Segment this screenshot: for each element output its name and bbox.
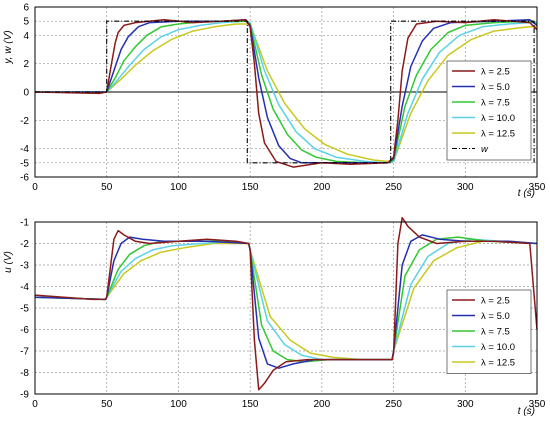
x-tick-label: 150 [242, 182, 259, 193]
chart-panel-2: 0 50 100 150 200 250 300 350 -9 -8 -7 -6 -5 -4 -3 -2 -1 t… [3, 216, 546, 417]
legend-label: λ = 2.5 [481, 296, 510, 307]
series-line [35, 19, 538, 164]
y-tick-label: -2 [20, 116, 29, 127]
x-tick-label: 350 [529, 182, 546, 193]
legend-box [446, 289, 532, 374]
reference-line [35, 20, 535, 164]
series-line [35, 20, 537, 164]
x-axis-label: t (s) [518, 188, 535, 199]
y-tick-label: -4 [20, 282, 29, 293]
y-tick-label: -6 [20, 173, 29, 184]
y-tick-label: -5 [20, 304, 29, 315]
y-tick-label: -4 [20, 144, 29, 155]
y-tick-label: -1 [20, 218, 29, 229]
x-tick-label: 150 [242, 399, 259, 410]
x-tick-label: 50 [101, 399, 113, 410]
y-tick-label: 6 [23, 3, 29, 14]
legend: λ = 2.5 λ = 5.0 λ = 7.5 λ = 10.0 λ = 12.5 [446, 289, 532, 374]
x-tick-label: 0 [32, 399, 38, 410]
y-tick-label: 5 [23, 17, 29, 28]
y-tick-label: -7 [20, 347, 29, 358]
x-tick-label: 350 [529, 399, 546, 410]
legend-label: λ = 12.5 [481, 358, 515, 369]
x-tick-label: 250 [385, 399, 402, 410]
legend-label: λ = 10.0 [481, 342, 515, 353]
plot-frame [34, 221, 538, 395]
x-axis-label: t (s) [518, 406, 535, 417]
y-tick-label: 0 [23, 88, 29, 99]
x-tick-label: 200 [314, 399, 331, 410]
legend-label: λ = 10.0 [481, 113, 515, 124]
plot-frame [34, 6, 538, 178]
series-line [34, 19, 538, 168]
y-tick-label: -9 [20, 390, 29, 401]
series-line [35, 20, 538, 164]
series-line [34, 216, 538, 391]
legend-label: λ = 2.5 [481, 67, 510, 78]
legend-box [446, 60, 532, 161]
legend: λ = 2.5 λ = 5.0 λ = 7.5 λ = 10.0 λ = 12.5 w [446, 60, 532, 161]
series-line [34, 236, 538, 363]
x-tick-label: 300 [457, 399, 474, 410]
legend-label: λ = 12.5 [481, 129, 515, 140]
y-tick-label: 2 [23, 59, 29, 70]
legend-label: λ = 7.5 [481, 98, 510, 109]
x-tick-label: 250 [385, 182, 402, 193]
y-tick-label: -3 [20, 261, 29, 272]
chart-panel-1: 0 50 100 150 200 250 300 350 -6 -5 -4 -2 0 2 4 5 6 t (s) y… [3, 3, 546, 200]
y-tick-label: -5 [20, 158, 29, 169]
x-tick-label: 0 [32, 182, 38, 193]
y-axis-label: u (V) [3, 251, 14, 273]
y-tick-label: -2 [20, 239, 29, 250]
y-tick-label: 4 [23, 31, 29, 42]
legend-label: w [481, 144, 489, 155]
y-axis-label: y, w (V) [3, 30, 14, 64]
legend-label: λ = 5.0 [481, 311, 510, 322]
series-line [35, 23, 537, 163]
legend-label: λ = 5.0 [481, 82, 510, 93]
series-line [34, 240, 538, 361]
y-tick-label: -6 [20, 325, 29, 336]
x-tick-label: 100 [170, 399, 187, 410]
y-tick-label: -8 [20, 368, 29, 379]
legend-label: λ = 7.5 [481, 327, 510, 338]
x-tick-label: 50 [101, 182, 113, 193]
x-tick-label: 200 [314, 182, 331, 193]
series-line [34, 238, 538, 361]
series-line [34, 234, 538, 369]
x-tick-label: 300 [457, 182, 474, 193]
x-tick-label: 100 [170, 182, 187, 193]
